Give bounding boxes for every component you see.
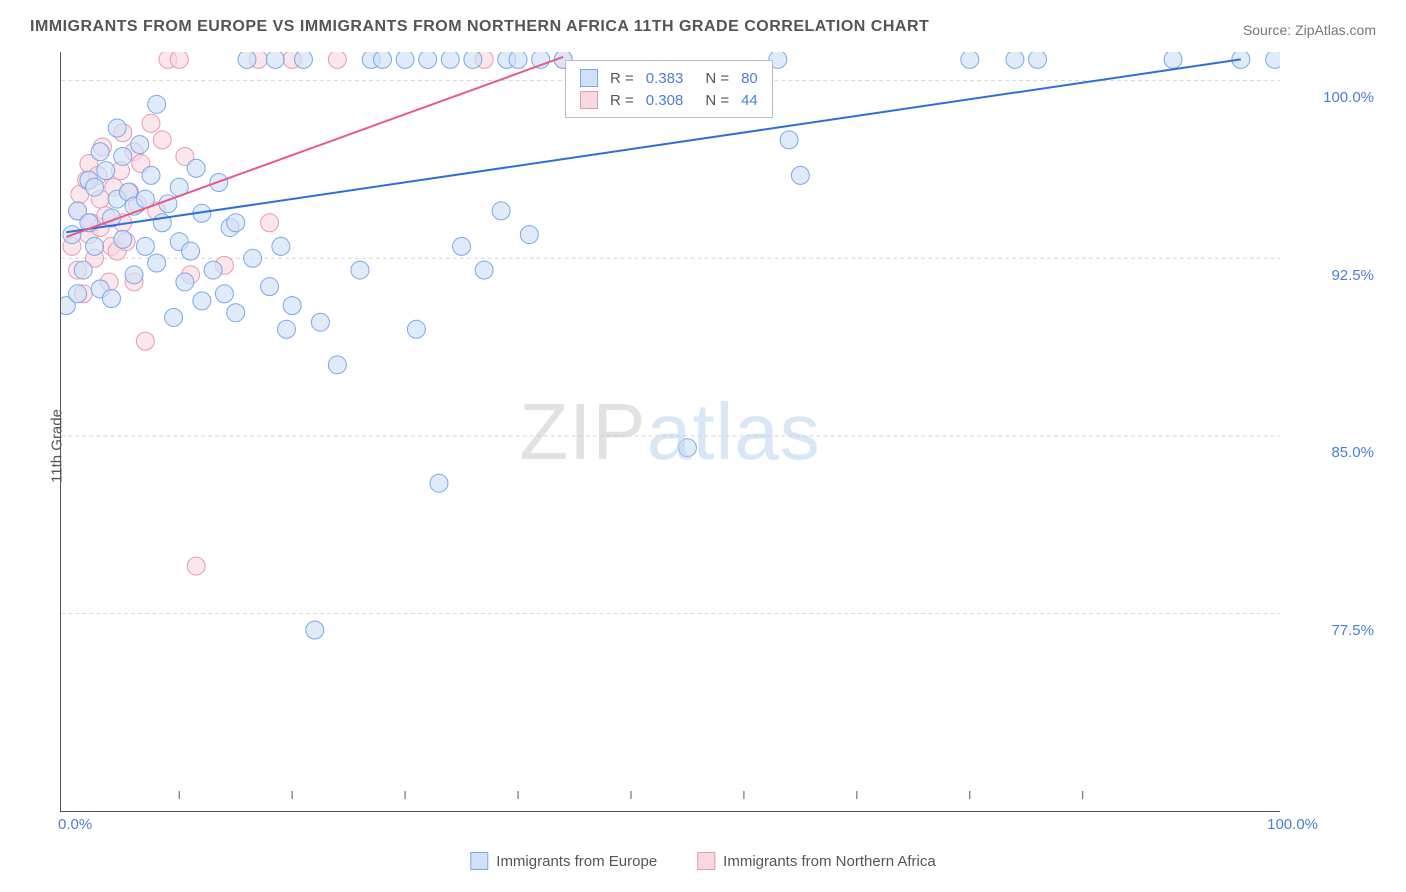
y-tick-label: 100.0% xyxy=(1323,89,1374,106)
chart-title: IMMIGRANTS FROM EUROPE VS IMMIGRANTS FRO… xyxy=(30,18,929,36)
legend-item-europe: Immigrants from Europe xyxy=(470,852,657,870)
legend-swatch-nafrica xyxy=(697,852,715,870)
x-axis-end-label: 100.0% xyxy=(1267,816,1318,833)
y-tick-label: 85.0% xyxy=(1331,444,1374,461)
correlation-legend: R =0.383 N =80 R =0.308 N =44 xyxy=(565,60,773,118)
chart-container: IMMIGRANTS FROM EUROPE VS IMMIGRANTS FRO… xyxy=(0,0,1406,892)
legend-item-nafrica: Immigrants from Northern Africa xyxy=(697,852,936,870)
legend-label-nafrica: Immigrants from Northern Africa xyxy=(723,853,936,870)
source-label: Source: ZipAtlas.com xyxy=(1243,22,1376,38)
series-legend: Immigrants from Europe Immigrants from N… xyxy=(470,852,935,870)
y-tick-label: 92.5% xyxy=(1331,267,1374,284)
scatter-svg xyxy=(60,52,1280,812)
y-tick-label: 77.5% xyxy=(1331,622,1374,639)
x-axis-start-label: 0.0% xyxy=(58,816,92,833)
legend-label-europe: Immigrants from Europe xyxy=(496,853,657,870)
plot-area: ZIPatlas xyxy=(60,52,1280,812)
legend-swatch-europe xyxy=(470,852,488,870)
